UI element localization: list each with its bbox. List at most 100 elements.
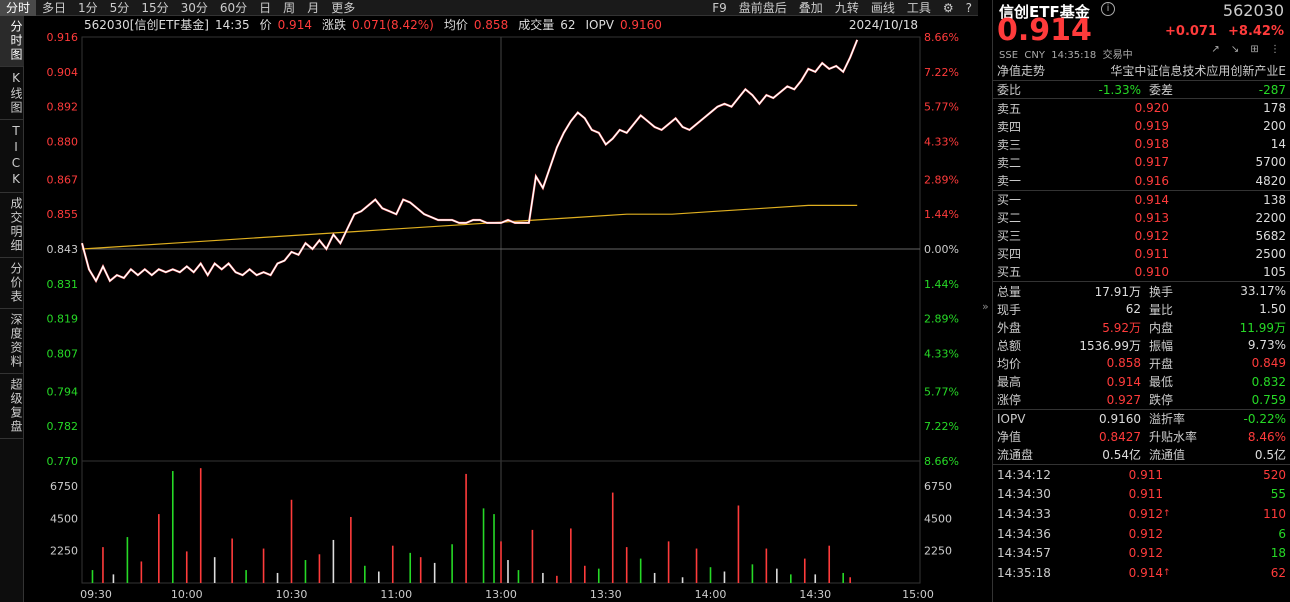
tick-row: 14:34:36 0.912 6 bbox=[993, 524, 1290, 544]
tab-chart-3[interactable]: 5分 bbox=[109, 0, 130, 15]
bid-label: 买四 bbox=[997, 247, 1022, 262]
tab-chart-9[interactable]: 月 bbox=[307, 0, 320, 15]
stat-row: 总量 17.91万 换手 33.17% bbox=[993, 282, 1290, 300]
volume-bar bbox=[517, 570, 520, 583]
time-tick-label: 14:00 bbox=[695, 588, 727, 601]
volume-bar bbox=[849, 577, 851, 583]
ask-price[interactable]: 0.919 bbox=[1134, 119, 1169, 134]
window-buttons[interactable]: ↗ ↘ ⊞ ⋮ bbox=[1211, 44, 1284, 55]
help-icon[interactable]: ? bbox=[965, 0, 972, 15]
side-tab-0[interactable]: 分时图 bbox=[0, 16, 24, 67]
tab-chart-0[interactable]: 分时 bbox=[0, 0, 37, 16]
quote-panel: 信创ETF基金 i 562030 0.914 +0.071 +8.42% SSE… bbox=[992, 0, 1290, 602]
tick-list: 14:34:12 0.911 520 14:34:30 0.911 55 14:34:33 0… bbox=[993, 463, 1290, 583]
stat-label: 总量 bbox=[997, 284, 1022, 299]
tool-tab-5[interactable]: 工具 bbox=[906, 0, 931, 15]
stat-value: 0.9160 bbox=[1099, 411, 1141, 426]
price-tick-label: 0.807 bbox=[47, 348, 79, 361]
ask-price[interactable]: 0.918 bbox=[1134, 137, 1169, 152]
tick-time: 14:35:18 bbox=[997, 565, 1051, 580]
bid-label: 买二 bbox=[997, 211, 1022, 226]
tab-chart-4[interactable]: 15分 bbox=[141, 0, 169, 15]
stat-label: 现手 bbox=[997, 302, 1022, 317]
collapse-panel-icon[interactable]: » bbox=[982, 300, 989, 313]
volume-bar bbox=[667, 541, 670, 583]
tool-tab-3[interactable]: 九转 bbox=[834, 0, 859, 15]
price-change: +0.071 bbox=[1165, 24, 1218, 39]
tool-tab-0[interactable]: F9 bbox=[712, 0, 727, 15]
tick-volume: 520 bbox=[1263, 467, 1286, 482]
tick-price: 0.912 bbox=[1128, 526, 1163, 541]
ask-label: 卖一 bbox=[997, 174, 1022, 189]
price-tick-label: 0.880 bbox=[47, 136, 79, 149]
tab-chart-6[interactable]: 60分 bbox=[219, 0, 248, 15]
volume-bar bbox=[318, 554, 321, 583]
bid-price[interactable]: 0.914 bbox=[1134, 192, 1169, 207]
volume-bar bbox=[451, 544, 453, 583]
tick-volume: 62 bbox=[1270, 565, 1286, 580]
tick-row: 14:34:30 0.911 55 bbox=[993, 485, 1290, 505]
side-tab-2[interactable]: TICK bbox=[0, 120, 24, 193]
side-tab-3[interactable]: 成交明细 bbox=[0, 193, 24, 258]
volume-bar bbox=[639, 558, 642, 583]
pct-tick-label: 1.44% bbox=[924, 208, 959, 221]
tick-price: 0.912 bbox=[1128, 506, 1163, 521]
volume-bar bbox=[790, 574, 792, 583]
bid-row: 买四 0.911 2500 bbox=[993, 245, 1290, 263]
time-tick-label: 14:30 bbox=[799, 588, 831, 601]
stat-label: 流通值 bbox=[1149, 448, 1186, 463]
stat-label: 涨停 bbox=[997, 393, 1022, 408]
volume-bar bbox=[611, 492, 614, 583]
tool-tab-1[interactable]: 盘前盘后 bbox=[738, 0, 787, 15]
bid-price[interactable]: 0.912 bbox=[1134, 228, 1169, 243]
stat-value: 62 bbox=[1125, 302, 1141, 317]
ask-price[interactable]: 0.917 bbox=[1134, 155, 1169, 170]
pct-tick-label: 5.77% bbox=[924, 385, 959, 398]
tab-chart-1[interactable]: 多日 bbox=[42, 0, 67, 15]
tool-tab-4[interactable]: 画线 bbox=[870, 0, 895, 15]
side-tab-6[interactable]: 超级复盘 bbox=[0, 374, 24, 439]
bid-price[interactable]: 0.913 bbox=[1134, 210, 1169, 225]
stat-label: 开盘 bbox=[1149, 356, 1174, 371]
stat-row: 净值 0.8427 升贴水率 8.46% bbox=[993, 428, 1290, 446]
tool-tab-2[interactable]: 叠加 bbox=[798, 0, 823, 15]
stat-row: 总额 1536.99万 振幅 9.73% bbox=[993, 336, 1290, 354]
side-tab-5[interactable]: 深度资料 bbox=[0, 309, 24, 374]
time-tick-label: 15:00 bbox=[902, 588, 934, 601]
tab-chart-2[interactable]: 1分 bbox=[78, 0, 98, 15]
up-arrow-icon: ↑ bbox=[1163, 508, 1171, 519]
nav-trend-label[interactable]: 净值走势 bbox=[997, 63, 1046, 78]
tab-chart-8[interactable]: 周 bbox=[283, 0, 296, 15]
tick-price: 0.911 bbox=[1128, 487, 1163, 502]
chart-header-code-name: 562030[信创ETF基金] bbox=[84, 17, 209, 32]
stat-value: 17.91万 bbox=[1094, 284, 1141, 299]
intraday-chart[interactable]: 0.916 8.66% 0.904 7.22% 0.892 5.77% 0.880 4.33%… bbox=[24, 16, 978, 602]
gear-icon[interactable]: ⚙ bbox=[942, 0, 954, 15]
volume-tick-label-right: 2250 bbox=[924, 545, 952, 558]
pct-tick-label: 2.89% bbox=[924, 313, 959, 326]
ask-volume: 5700 bbox=[1255, 155, 1286, 170]
side-tab-4[interactable]: 分价表 bbox=[0, 258, 24, 309]
pct-tick-label: 0.00% bbox=[924, 243, 959, 256]
ask-price[interactable]: 0.916 bbox=[1134, 173, 1169, 188]
info-icon[interactable]: i bbox=[1101, 2, 1115, 16]
price-tick-label: 0.916 bbox=[47, 31, 79, 44]
stat-label: 均价 bbox=[997, 356, 1022, 371]
tab-chart-10[interactable]: 更多 bbox=[331, 0, 356, 15]
ask-price[interactable]: 0.920 bbox=[1134, 101, 1169, 116]
chart-header-iopv: 0.9160 bbox=[620, 18, 662, 32]
tab-chart-7[interactable]: 日 bbox=[259, 0, 272, 15]
volume-bar bbox=[199, 468, 202, 583]
time-tick-label: 13:30 bbox=[590, 588, 622, 601]
tab-chart-5[interactable]: 30分 bbox=[180, 0, 208, 15]
bid-label: 买五 bbox=[997, 265, 1022, 280]
stat-label: IOPV bbox=[997, 411, 1026, 426]
volume-bar bbox=[695, 548, 698, 583]
bid-price[interactable]: 0.910 bbox=[1134, 264, 1169, 279]
side-tab-1[interactable]: K线图 bbox=[0, 67, 24, 120]
pct-tick-label: 2.89% bbox=[924, 173, 959, 186]
bid-price[interactable]: 0.911 bbox=[1134, 246, 1169, 261]
volume-bar bbox=[140, 561, 143, 583]
tick-time: 14:34:33 bbox=[997, 506, 1051, 521]
ask-volume: 14 bbox=[1270, 137, 1286, 152]
